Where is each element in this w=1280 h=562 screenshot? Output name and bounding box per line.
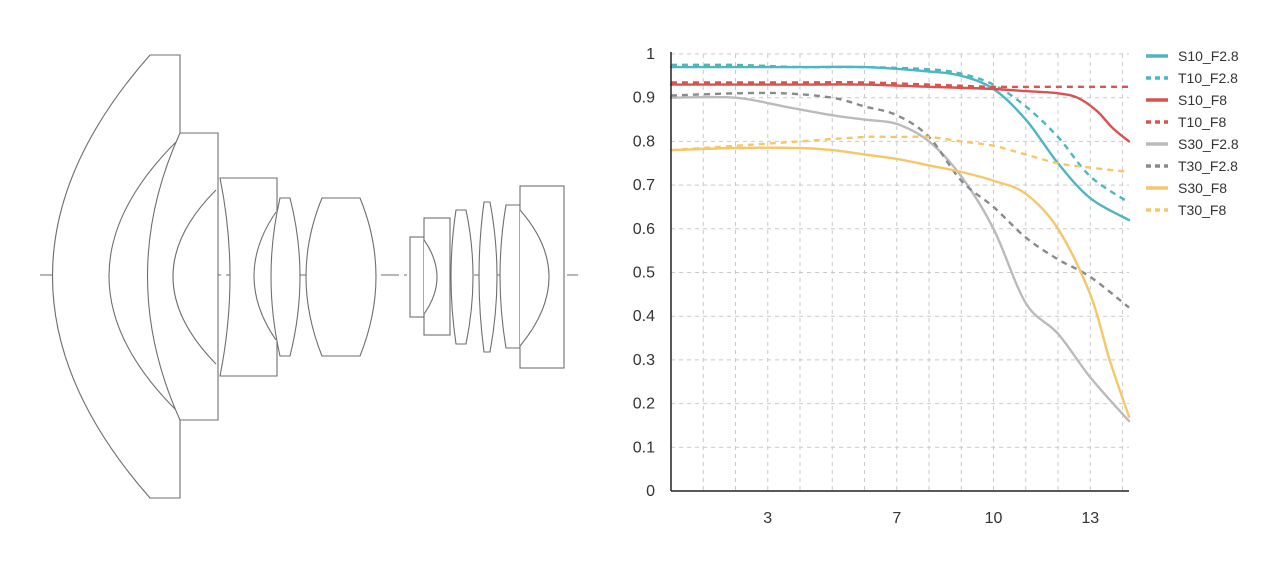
series-line-s30-f8 [669,146,1131,418]
legend-label: T10_F8 [1178,114,1226,130]
y-tick-label: 0.8 [633,133,655,150]
lens-element-4 [270,197,301,357]
lens-element-10 [499,204,521,349]
lens-element-5 [305,197,377,357]
y-tick-label: 0.1 [633,439,655,456]
legend-label: S30_F2.8 [1178,136,1239,152]
x-tick-label: 10 [985,510,1003,527]
lens-element-3 [219,177,278,377]
x-tick-label: 13 [1081,510,1099,527]
lens-element-9 [478,201,498,353]
y-tick-label: 0.3 [633,352,655,369]
x-tick-label: 7 [892,510,901,527]
lens-element-11-surface [519,209,550,347]
legend-label: S30_F8 [1178,180,1227,196]
lens-element-8 [450,209,474,345]
legend-label: T10_F2.8 [1178,70,1238,86]
lens-element-2-inner-surface [172,189,217,365]
chart-axes [670,52,1129,492]
series-line-t10-f8 [670,81,1129,89]
y-tick-label: 1 [646,46,655,63]
x-tick-labels: 3 7 10 13 [763,510,1099,527]
mtf-chart: 0 0.1 0.2 0.3 0.4 0.5 0.6 0.7 0.8 0.9 1 3 7 10 13 S10… [633,46,1239,527]
series-line-t30-f8 [670,135,1130,174]
lens-element-6 [409,236,425,318]
series-line-s10-f2-8 [669,65,1131,222]
lens-element-diagram [40,54,578,499]
y-tick-label: 0.2 [633,396,655,413]
y-tick-label: 0 [646,483,655,500]
y-tick-label: 0.9 [633,90,655,107]
legend-label: S10_F8 [1178,92,1227,108]
legend-label: T30_F2.8 [1178,158,1238,174]
x-tick-label: 3 [763,510,772,527]
y-tick-labels: 0 0.1 0.2 0.3 0.4 0.5 0.6 0.7 0.8 0.9 1 [633,46,655,500]
chart-series [669,63,1131,423]
y-tick-label: 0.6 [633,221,655,238]
y-tick-label: 0.7 [633,177,655,194]
lens-element-7-surface [423,239,438,315]
lens-element-3-inner-surface [253,211,277,341]
legend-label: S10_F2.8 [1178,48,1239,64]
series-line-s10-f8 [669,83,1131,143]
series-line-s30-f2-8 [669,95,1131,423]
chart-legend: S10_F2.8 T10_F2.8 S10_F8 T10_F8 S30_F2.8 T30_… [1146,48,1239,218]
y-tick-label: 0.5 [633,265,655,282]
chart-grid [671,53,1129,491]
legend-label: T30_F8 [1178,202,1226,218]
y-tick-label: 0.4 [633,308,655,325]
series-line-t10-f2-8 [670,63,1130,204]
